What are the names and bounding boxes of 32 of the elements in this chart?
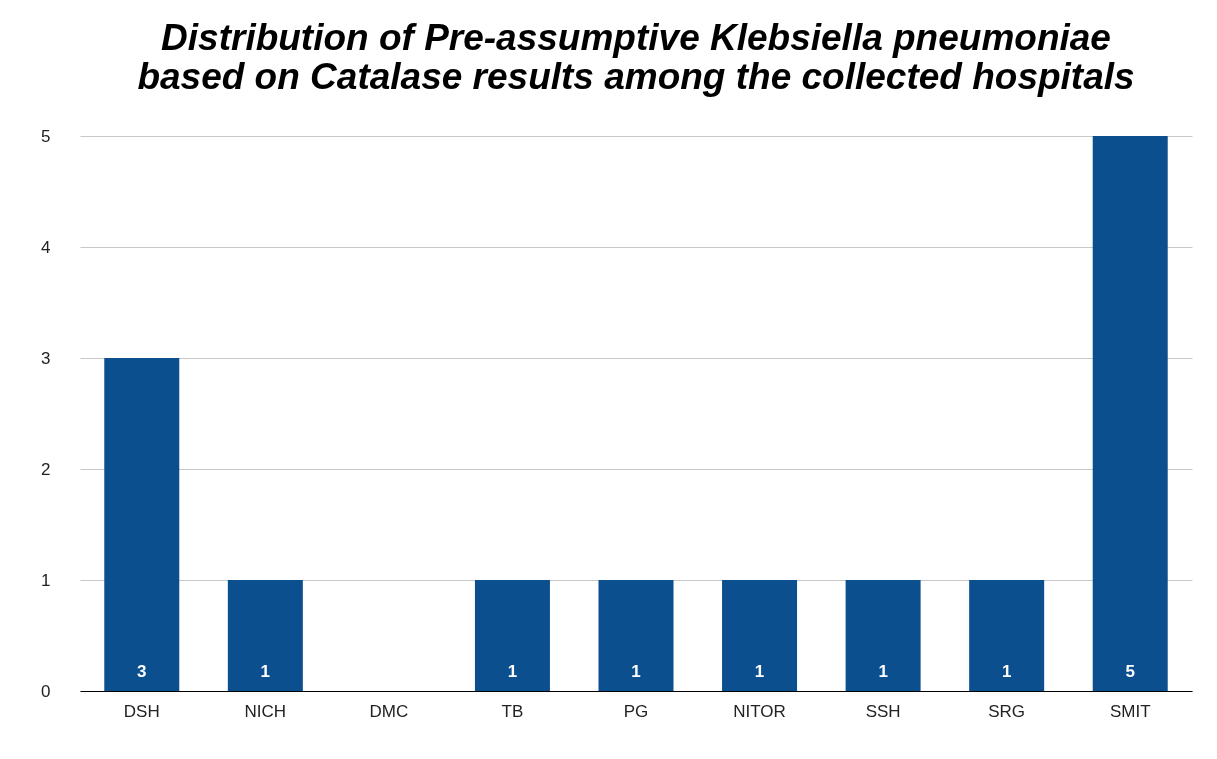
x-tick-label: NITOR xyxy=(733,701,786,721)
x-tick-label: DSH xyxy=(123,701,160,721)
x-tick-label: TB xyxy=(501,701,524,721)
y-tick-label: 2 xyxy=(41,459,51,479)
x-tick-label: SRG xyxy=(988,701,1026,721)
data-label: 1 xyxy=(260,662,271,681)
y-tick-label: 1 xyxy=(41,570,51,590)
bar xyxy=(722,580,798,691)
bar xyxy=(227,580,303,691)
data-label: 1 xyxy=(754,662,765,681)
data-label: 1 xyxy=(878,662,888,681)
x-tick-label: PG xyxy=(623,701,649,721)
x-tick-label: SMIT xyxy=(1109,701,1151,721)
y-tick-label: 3 xyxy=(41,348,51,368)
text: Distribution of Pre-assumptive Klebsiella pneumoniae xyxy=(161,17,1111,58)
x-tick-label: DMC xyxy=(369,701,409,721)
y-tick-label: 4 xyxy=(41,237,51,257)
bar xyxy=(1092,136,1168,691)
data-label: 5 xyxy=(1125,662,1135,681)
data-label: 1 xyxy=(507,662,518,681)
y-tick-label: 0 xyxy=(41,681,51,701)
x-tick-label: NICH xyxy=(244,701,287,721)
bar xyxy=(969,580,1045,691)
data-label: 3 xyxy=(137,662,147,681)
x-tick-label: SSH xyxy=(865,701,901,721)
bar xyxy=(598,580,674,691)
y-tick-label: 5 xyxy=(41,126,51,146)
data-label: 1 xyxy=(631,662,641,681)
data-label: 1 xyxy=(1001,662,1012,681)
bar xyxy=(474,580,550,691)
bar xyxy=(104,358,180,691)
bar xyxy=(845,580,921,691)
